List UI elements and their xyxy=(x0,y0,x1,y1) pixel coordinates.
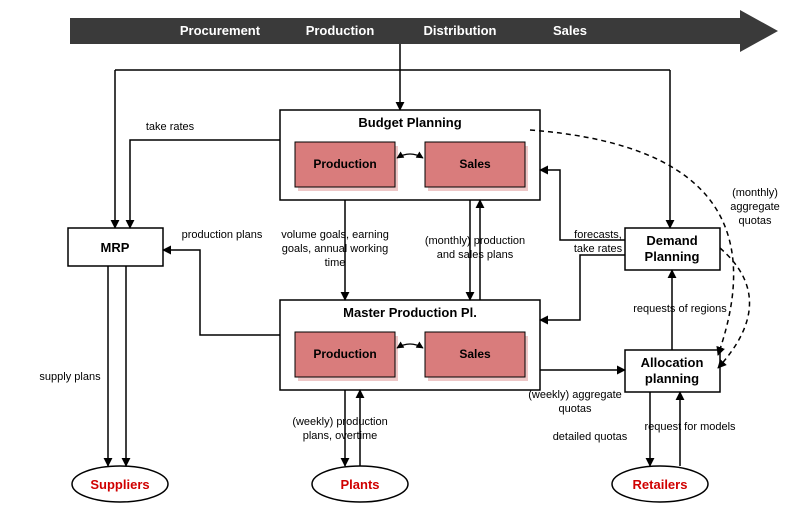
lbl-vol2: goals, annual working xyxy=(282,243,388,255)
lbl-wpp1: (weekly) production xyxy=(292,416,387,428)
budget-title: Budget Planning xyxy=(358,115,461,130)
lbl-supply: supply plans xyxy=(39,371,101,383)
lbl-mp1: (monthly) production xyxy=(425,235,525,247)
retailers-node: Retailers xyxy=(612,466,708,502)
lbl-mq2: aggregate xyxy=(730,201,780,213)
allocation-planning-box: Allocation planning xyxy=(625,350,720,392)
lbl-take-rates: take rates xyxy=(146,121,195,133)
demand-planning-box: Demand Planning xyxy=(625,228,720,270)
mpp-title: Master Production Pl. xyxy=(343,305,477,320)
header-production: Production xyxy=(306,23,375,38)
lbl-prod-plans: production plans xyxy=(182,229,263,241)
header-distribution: Distribution xyxy=(424,23,497,38)
lbl-rfm: request for models xyxy=(644,421,736,433)
lbl-wq1: (weekly) aggregate xyxy=(528,389,622,401)
mrp-label: MRP xyxy=(101,240,130,255)
planning-diagram: Procurement Production Distribution Sale… xyxy=(0,0,800,516)
alloc-label-2: planning xyxy=(645,371,699,386)
suppliers-label: Suppliers xyxy=(90,477,149,492)
header-procurement: Procurement xyxy=(180,23,261,38)
budget-sales-label: Sales xyxy=(459,157,491,171)
alloc-label-1: Allocation xyxy=(641,355,704,370)
lbl-vol1: volume goals, earning xyxy=(281,229,389,241)
lbl-wpp2: plans, overtime xyxy=(303,430,378,442)
mpp-production-label: Production xyxy=(313,347,376,361)
lbl-mq1: (monthly) xyxy=(732,187,778,199)
header-sales: Sales xyxy=(553,23,587,38)
lbl-mq3: quotas xyxy=(738,215,772,227)
demand-label-2: Planning xyxy=(645,249,700,264)
plants-label: Plants xyxy=(340,477,379,492)
retailers-label: Retailers xyxy=(633,477,688,492)
lbl-dq: detailed quotas xyxy=(553,431,628,443)
lbl-mp2: and sales plans xyxy=(437,249,514,261)
plants-node: Plants xyxy=(312,466,408,502)
master-production-container: Master Production Pl. Production Sales xyxy=(280,300,540,390)
budget-production-label: Production xyxy=(313,157,376,171)
lbl-fc1: forecasts, xyxy=(574,229,622,241)
mrp-box: MRP xyxy=(68,228,163,266)
lbl-vol3: time xyxy=(325,257,346,269)
budget-planning-container: Budget Planning Production Sales xyxy=(280,110,540,200)
demand-label-1: Demand xyxy=(646,233,697,248)
suppliers-node: Suppliers xyxy=(72,466,168,502)
lbl-fc2: take rates xyxy=(574,243,623,255)
lbl-req-reg: requests of regions xyxy=(633,303,727,315)
mpp-sales-label: Sales xyxy=(459,347,491,361)
lbl-wq2: quotas xyxy=(558,403,592,415)
header-arrow: Procurement Production Distribution Sale… xyxy=(70,10,778,52)
